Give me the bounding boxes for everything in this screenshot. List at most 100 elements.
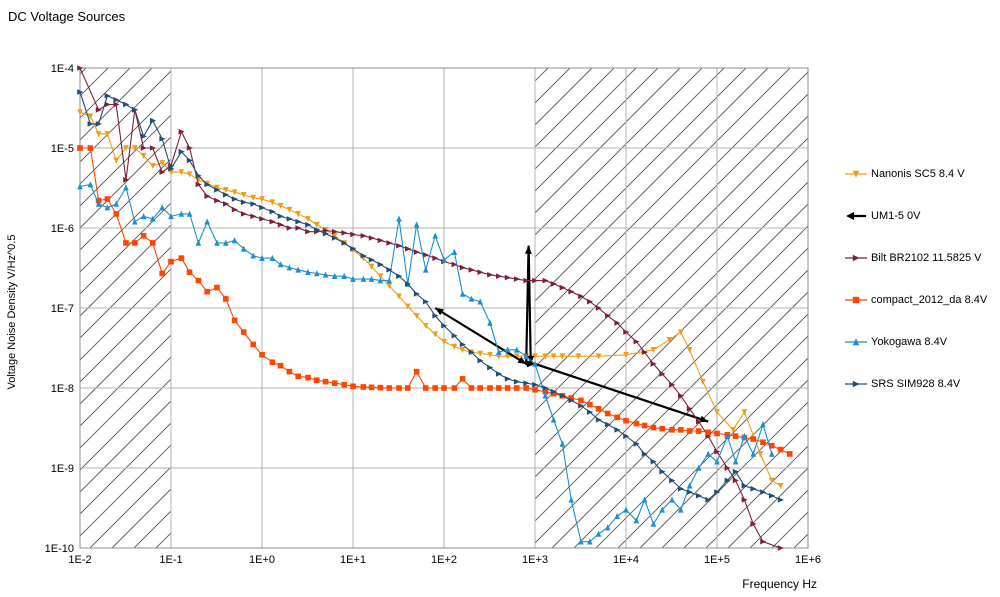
y-tick-label: 1E-5 <box>51 143 74 155</box>
data-point <box>852 338 860 346</box>
data-point <box>650 520 657 527</box>
legend-item: Yokogawa 8.4V <box>845 334 947 350</box>
data-point <box>113 101 120 108</box>
data-point <box>305 374 311 381</box>
y-tick-label: 1E-10 <box>45 543 74 555</box>
data-point <box>586 409 594 415</box>
data-point <box>214 187 221 193</box>
data-point <box>413 221 420 228</box>
data-point <box>186 157 193 164</box>
data-point <box>614 512 620 519</box>
data-point <box>178 255 185 261</box>
data-point <box>532 353 538 360</box>
data-point <box>532 360 538 367</box>
data-point <box>368 257 375 263</box>
data-point <box>724 432 731 439</box>
data-point <box>396 215 402 222</box>
data-point <box>159 270 165 277</box>
data-point <box>269 199 276 206</box>
data-point <box>468 267 475 273</box>
data-point <box>559 392 566 399</box>
data-point <box>250 201 257 207</box>
data-point <box>595 353 602 360</box>
data-point <box>732 458 739 465</box>
data-point <box>350 383 356 390</box>
data-point <box>459 341 466 348</box>
data-point <box>104 101 111 108</box>
data-point <box>641 451 648 457</box>
data-point <box>305 228 312 235</box>
data-point <box>277 261 284 268</box>
data-point <box>95 121 102 127</box>
data-point <box>214 239 220 246</box>
data-point <box>368 275 375 282</box>
data-point <box>186 171 193 178</box>
data-point <box>741 482 748 489</box>
data-point <box>477 350 484 357</box>
data-point <box>550 353 557 360</box>
data-point <box>777 545 784 551</box>
data-point <box>724 465 731 471</box>
data-point <box>487 272 494 278</box>
data-point <box>413 368 420 375</box>
data-point <box>695 492 703 499</box>
data-point <box>524 245 532 254</box>
data-point <box>240 192 247 199</box>
data-point <box>140 145 147 151</box>
data-point <box>377 277 384 284</box>
data-point <box>750 521 757 527</box>
data-point <box>322 271 329 278</box>
data-point <box>195 277 202 284</box>
data-point <box>532 386 538 393</box>
data-point <box>432 312 439 319</box>
data-point <box>432 255 439 261</box>
data-point <box>504 274 511 281</box>
data-point <box>214 184 220 191</box>
data-point <box>231 196 238 202</box>
data-point <box>368 384 375 391</box>
data-point <box>432 331 438 338</box>
data-point <box>113 157 120 164</box>
data-point <box>295 218 302 225</box>
data-point <box>186 145 193 151</box>
data-point <box>240 245 247 252</box>
data-point <box>523 352 529 359</box>
x-tick-label: 1E+3 <box>522 554 548 566</box>
data-point <box>195 239 202 246</box>
data-point <box>523 385 529 391</box>
data-point <box>204 218 211 225</box>
data-point <box>650 458 657 465</box>
data-point <box>705 450 711 457</box>
data-point <box>240 329 247 335</box>
data-point <box>140 213 147 220</box>
data-point <box>360 252 367 259</box>
data-point <box>331 228 339 235</box>
data-point <box>341 230 348 236</box>
data-point <box>131 240 138 246</box>
data-point <box>705 429 711 436</box>
legend-label: compact_2012_da 8.4V <box>871 294 988 306</box>
x-tick-label: 1E+5 <box>704 554 730 566</box>
data-point <box>140 152 147 160</box>
data-point <box>168 213 174 220</box>
data-point <box>650 361 657 367</box>
data-point <box>386 240 393 246</box>
data-point <box>331 235 339 241</box>
data-point <box>104 204 111 211</box>
data-point <box>477 385 484 391</box>
data-point <box>231 206 238 213</box>
data-point <box>413 291 420 297</box>
data-point <box>677 485 685 492</box>
data-point <box>441 256 447 263</box>
data-point <box>222 296 229 302</box>
data-point <box>123 101 130 108</box>
data-point <box>527 360 535 368</box>
series-line <box>434 245 709 423</box>
data-point <box>786 451 793 457</box>
data-point <box>104 131 111 138</box>
data-point <box>451 261 458 268</box>
data-point <box>757 451 764 458</box>
data-point <box>259 204 266 211</box>
data-point <box>413 249 420 255</box>
